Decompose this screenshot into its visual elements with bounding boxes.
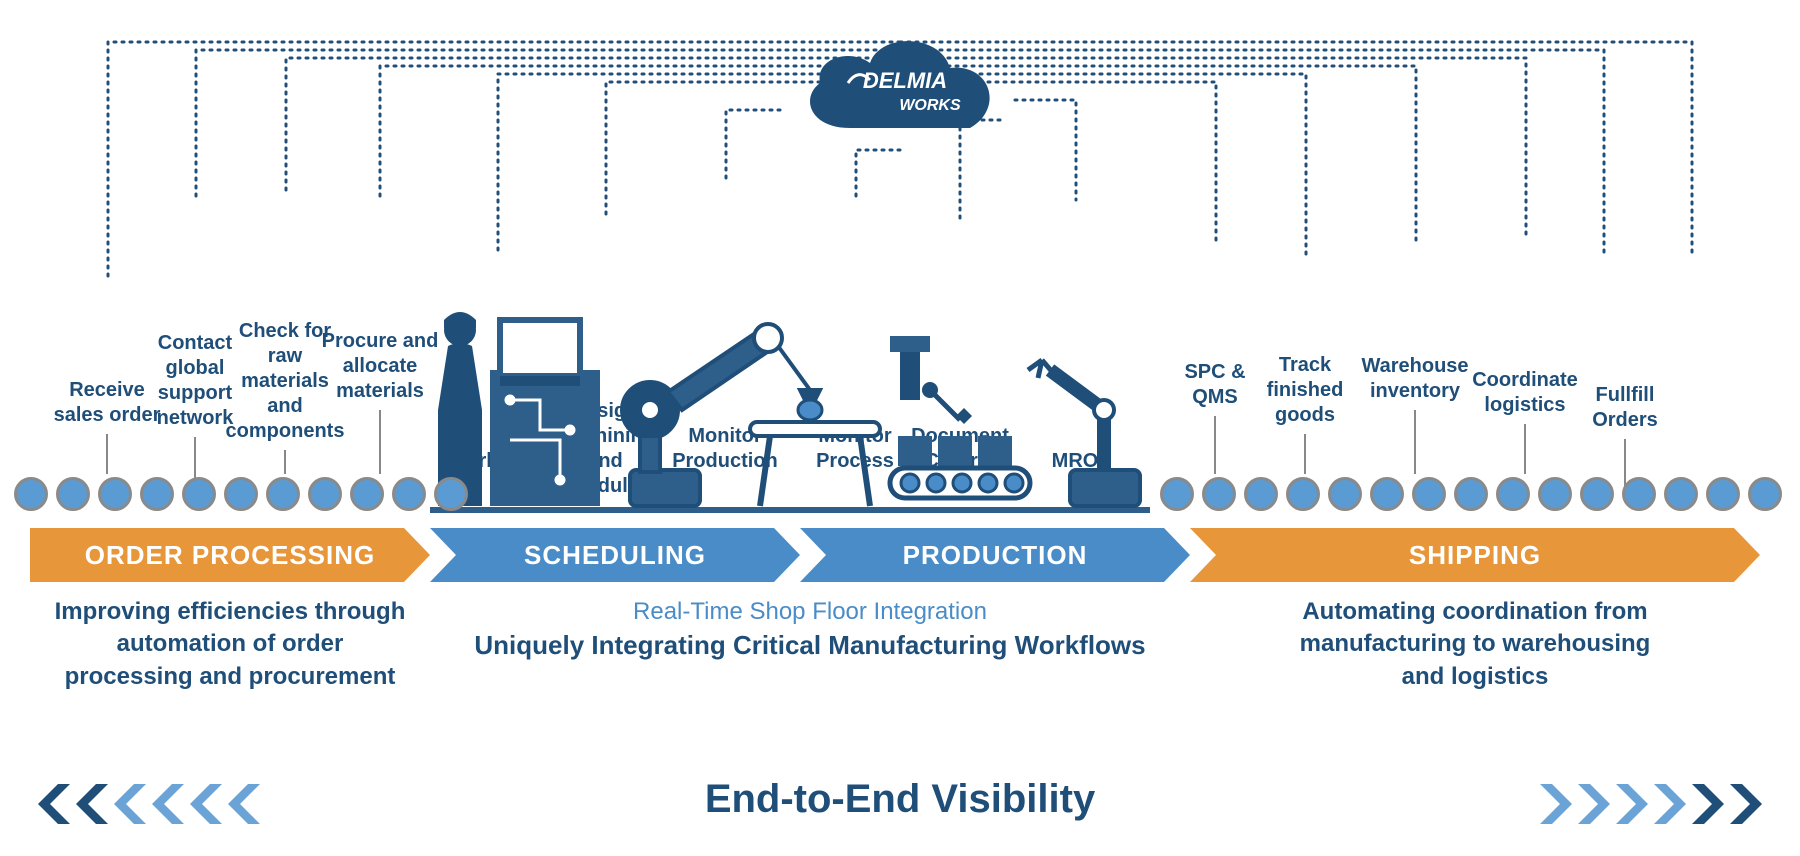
logo-line1: DELMIA	[863, 68, 947, 93]
chevron-icon	[1614, 782, 1650, 826]
conveyor-ball	[14, 477, 48, 511]
conveyor-ball	[1244, 477, 1278, 511]
conveyor-ball	[1580, 477, 1614, 511]
conveyor-ball	[56, 477, 90, 511]
conveyor-ball	[1538, 477, 1572, 511]
chevron-icon	[1728, 782, 1764, 826]
manufacturing-workflow-diagram: DELMIA WORKS Receivesales orderContact g…	[0, 0, 1800, 856]
stage-scheduling: SCHEDULING	[430, 528, 800, 582]
chevron-icon	[1690, 782, 1726, 826]
conveyor-ball	[1664, 477, 1698, 511]
stage-shipping: SHIPPING	[1190, 528, 1760, 582]
conveyor-ball	[182, 477, 216, 511]
conveyor-ball	[1454, 477, 1488, 511]
chevrons-right	[1538, 782, 1764, 826]
chevron-icon	[226, 782, 262, 826]
desc-shipping: Automating coordination frommanufacturin…	[1190, 596, 1760, 693]
conveyor-ball	[1328, 477, 1362, 511]
conveyor-ball	[1706, 477, 1740, 511]
chevron-icon	[1576, 782, 1612, 826]
callout-procure-allocate: Procure andallocatematerials	[315, 329, 445, 474]
desc-order-processing: Improving efficiencies throughautomation…	[30, 596, 430, 693]
stage-production: PRODUCTION	[800, 528, 1190, 582]
conveyor-ball	[1412, 477, 1446, 511]
conveyor-ball	[308, 477, 342, 511]
conveyor-ball	[224, 477, 258, 511]
chevron-icon	[188, 782, 224, 826]
chevron-icon	[150, 782, 186, 826]
chevron-icon	[36, 782, 72, 826]
chevron-icon	[1538, 782, 1574, 826]
logo-line2: WORKS	[899, 97, 961, 114]
stage-order-processing: ORDER PROCESSING	[30, 528, 430, 582]
stage-arrows: ORDER PROCESSING SCHEDULING PRODUCTION SHIP…	[30, 528, 1770, 582]
balls-left	[14, 477, 468, 511]
conveyor-ball	[1160, 477, 1194, 511]
chevrons-left	[36, 782, 262, 826]
balls-right	[1160, 477, 1782, 511]
conveyor-ball	[1748, 477, 1782, 511]
conveyor-ball	[1202, 477, 1236, 511]
chevron-icon	[1652, 782, 1688, 826]
conveyor-ball	[1370, 477, 1404, 511]
stage-label: SHIPPING	[1409, 540, 1541, 571]
svg-text:WORKS: WORKS	[899, 97, 961, 114]
svg-text:DELMIA: DELMIA	[863, 68, 947, 93]
footer-title: End-to-End Visibility	[705, 777, 1095, 822]
cloud-logo: DELMIA WORKS	[790, 28, 1010, 148]
conveyor-ball	[350, 477, 384, 511]
stage-label: PRODUCTION	[903, 540, 1088, 571]
conveyor-ball	[392, 477, 426, 511]
chevron-icon	[74, 782, 110, 826]
conveyor-ball	[98, 477, 132, 511]
conveyor-ball	[1622, 477, 1656, 511]
stage-label: SCHEDULING	[524, 540, 706, 571]
conveyor-ball	[266, 477, 300, 511]
chevron-icon	[112, 782, 148, 826]
conveyor-ball	[434, 477, 468, 511]
conveyor-row	[0, 474, 1800, 514]
conveyor-ball	[1286, 477, 1320, 511]
stage-label: ORDER PROCESSING	[85, 540, 376, 571]
desc-manufacturing: Real-Time Shop Floor IntegrationUniquely…	[430, 596, 1190, 663]
conveyor-ball	[1496, 477, 1530, 511]
conveyor-ball	[140, 477, 174, 511]
